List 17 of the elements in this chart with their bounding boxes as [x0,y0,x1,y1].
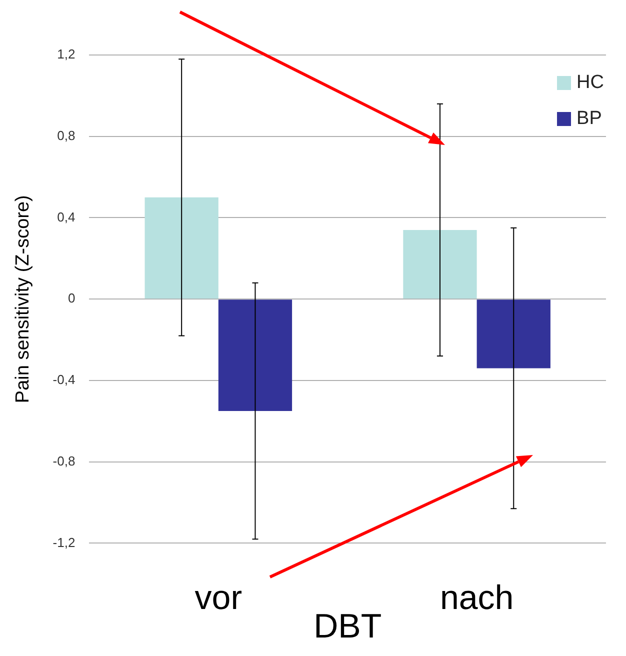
x-tick-label: vor [194,578,242,617]
legend-label: BP [576,108,602,130]
y-tick-label: -0,8 [52,453,76,468]
x-axis-title: DBT [314,607,382,646]
bar [218,300,292,411]
bar [476,300,550,368]
x-tick-label: nach [440,578,514,617]
legend-label: HC [576,72,604,94]
bar [403,230,477,299]
y-tick-label: 0 [68,290,76,306]
y-tick-label: 1,2 [57,46,76,62]
y-tick-label: 0,4 [57,209,76,224]
y-axis-title: Pain sensitivity (Z-score) [12,195,34,404]
bar [144,197,218,299]
y-tick-label: -0,4 [52,372,76,388]
y-tick-label: 0,8 [57,128,76,143]
y-tick-label: -1,2 [52,534,76,550]
